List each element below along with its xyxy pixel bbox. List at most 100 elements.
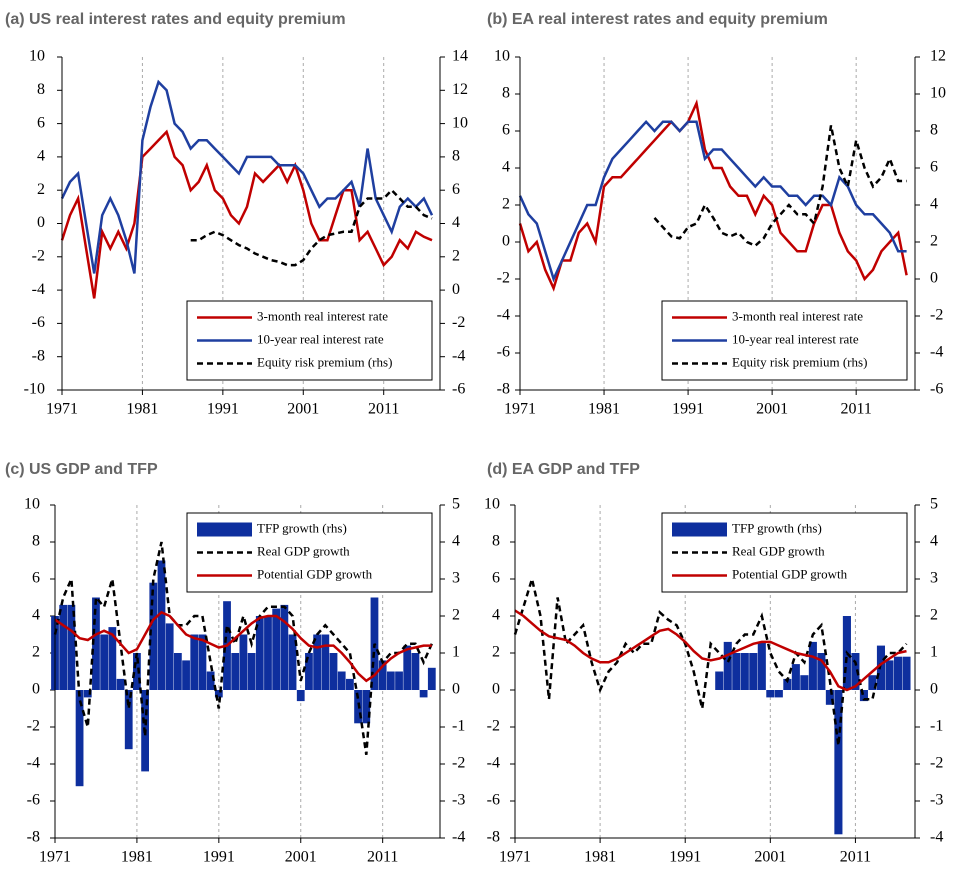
legend-label: 3-month real interest rate <box>257 308 388 323</box>
y-tick-label: -6 <box>497 344 510 361</box>
x-tick-label: 1981 <box>584 849 616 866</box>
series-line <box>190 188 433 267</box>
bar <box>100 634 109 690</box>
x-tick-label: 1991 <box>672 401 704 418</box>
legend-swatch <box>197 522 252 537</box>
x-tick-label: 2011 <box>840 401 871 418</box>
y-tick-label: 2 <box>32 644 40 661</box>
bar <box>800 675 809 690</box>
y-tick-label: -8 <box>32 347 45 364</box>
x-tick-label: 1981 <box>588 401 620 418</box>
bar <box>239 634 248 690</box>
x-tick-label: 1971 <box>499 849 531 866</box>
y-tick-label: 0 <box>502 233 510 250</box>
legend-label: Real GDP growth <box>732 543 825 558</box>
y2-tick-label: -4 <box>930 829 943 846</box>
legend-label: 10-year real interest rate <box>257 331 384 346</box>
bar <box>834 690 843 835</box>
bar <box>149 582 158 690</box>
y2-tick-label: 5 <box>930 496 938 513</box>
y-tick-label: 0 <box>32 681 40 698</box>
bar <box>757 641 766 690</box>
y-tick-label: -2 <box>487 718 500 735</box>
bar <box>182 660 190 690</box>
y2-tick-label: 4 <box>930 533 938 550</box>
bar <box>264 616 272 690</box>
bar <box>851 653 860 690</box>
y2-tick-label: 12 <box>930 48 946 65</box>
y-tick-label: 4 <box>32 607 40 624</box>
x-tick-label: 1981 <box>121 849 153 866</box>
bar <box>214 690 223 698</box>
y2-tick-label: 2 <box>930 607 938 624</box>
y2-tick-label: 2 <box>452 247 460 264</box>
bar <box>165 623 174 690</box>
bar <box>305 653 313 690</box>
legend-label: Potential GDP growth <box>257 566 373 581</box>
x-tick-label: 2001 <box>287 401 319 418</box>
bar <box>190 634 199 690</box>
bar <box>395 671 403 690</box>
bar <box>378 660 387 690</box>
bar <box>732 653 741 690</box>
bar <box>296 690 305 702</box>
bar <box>247 653 256 690</box>
y2-tick-label: -2 <box>930 755 943 772</box>
y-tick-label: -2 <box>32 247 45 264</box>
bar <box>337 671 346 690</box>
y-tick-label: 8 <box>492 533 500 550</box>
bar <box>198 634 207 690</box>
x-tick-label: 2001 <box>754 849 786 866</box>
legend-label: Equity risk premium (rhs) <box>732 354 867 369</box>
y-tick-label: -6 <box>27 792 40 809</box>
y2-tick-label: 10 <box>930 85 946 102</box>
x-tick-label: 1971 <box>46 401 78 418</box>
y-tick-label: 2 <box>492 644 500 661</box>
y2-tick-label: 8 <box>452 148 460 165</box>
y2-tick-label: 4 <box>452 214 460 231</box>
bar <box>206 671 215 690</box>
legend-label: Equity risk premium (rhs) <box>257 354 392 369</box>
bar <box>885 660 894 690</box>
y2-tick-label: 2 <box>930 233 938 250</box>
y-tick-label: 2 <box>502 196 510 213</box>
bar <box>83 690 92 698</box>
panel-title: (c) US GDP and TFP <box>5 461 158 478</box>
y-tick-label: -6 <box>32 314 45 331</box>
y-tick-label: -4 <box>27 755 40 772</box>
y-tick-label: -2 <box>497 270 510 287</box>
y2-tick-label: 0 <box>930 681 938 698</box>
bar <box>774 690 783 698</box>
y2-tick-label: 6 <box>930 159 938 176</box>
series-line <box>518 119 907 283</box>
bar <box>92 597 100 690</box>
y2-tick-label: -3 <box>452 792 465 809</box>
bar <box>313 634 322 690</box>
bar <box>157 560 166 690</box>
y2-tick-label: -4 <box>452 347 465 364</box>
x-tick-label: 1991 <box>669 849 701 866</box>
y-tick-label: 2 <box>37 181 45 198</box>
y-tick-label: -4 <box>32 281 45 298</box>
x-tick-label: 1971 <box>39 849 71 866</box>
y2-tick-label: -2 <box>452 755 465 772</box>
bar <box>280 604 289 690</box>
y-tick-label: -6 <box>487 792 500 809</box>
y-tick-label: 10 <box>484 496 500 513</box>
y2-tick-label: -3 <box>930 792 943 809</box>
y-tick-label: 4 <box>492 607 500 624</box>
panel-title: (d) EA GDP and TFP <box>487 461 640 478</box>
y2-tick-label: 0 <box>452 681 460 698</box>
y-tick-label: 6 <box>32 570 40 587</box>
y2-tick-label: -1 <box>452 718 465 735</box>
series-line <box>513 574 908 746</box>
bar <box>133 653 141 690</box>
bar <box>825 690 834 705</box>
y2-tick-label: 1 <box>930 644 938 661</box>
x-tick-label: 2001 <box>756 401 788 418</box>
bar <box>740 653 749 690</box>
y2-tick-label: 2 <box>452 607 460 624</box>
bar <box>893 656 903 690</box>
y-tick-label: 10 <box>494 48 510 65</box>
